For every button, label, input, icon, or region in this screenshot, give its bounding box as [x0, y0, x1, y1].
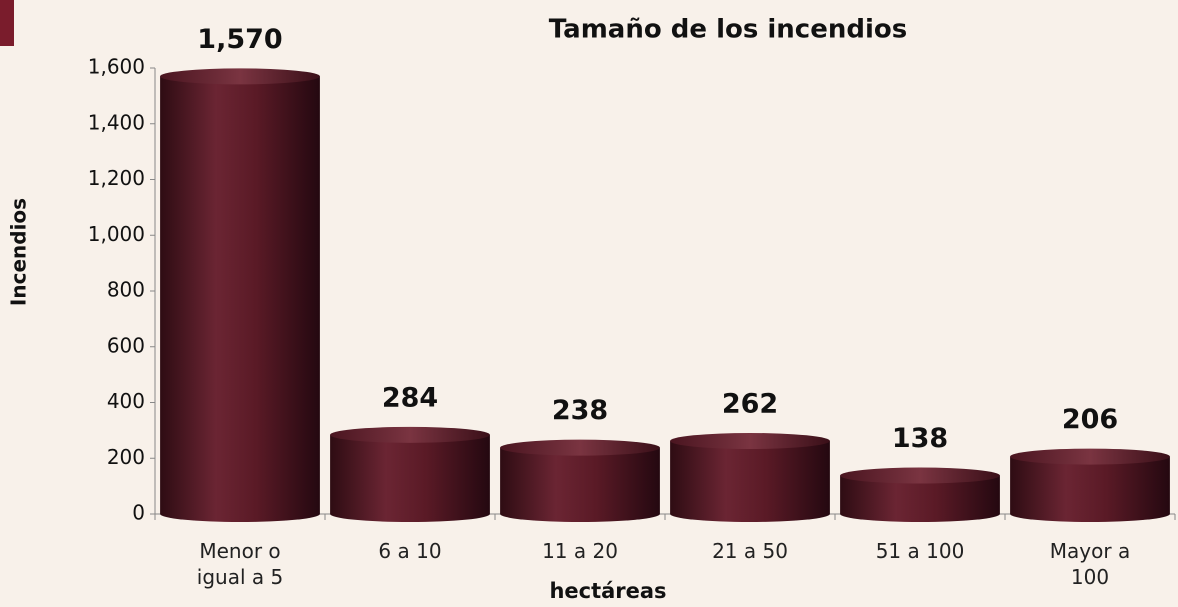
bar-body: [840, 475, 1000, 522]
y-tick-label: 400: [107, 389, 145, 413]
x-tick-label: 51 a 100: [875, 539, 965, 563]
bar-body: [330, 434, 490, 522]
bar: [500, 439, 660, 522]
data-label: 1,570: [197, 24, 282, 55]
data-label: 138: [892, 423, 948, 454]
bar: [840, 467, 1000, 522]
y-tick-label: 200: [107, 445, 145, 469]
x-tick-label: 6 a 10: [378, 539, 442, 563]
bar-body: [500, 447, 660, 522]
y-tick-label: 1,600: [88, 55, 145, 79]
bar-top: [500, 439, 660, 456]
chart-title: Tamaño de los incendios: [549, 15, 907, 45]
bar-body: [670, 440, 830, 522]
bar-body: [160, 76, 320, 522]
data-label: 262: [722, 388, 778, 419]
y-tick-label: 1,200: [88, 166, 145, 190]
bar-top: [1010, 448, 1170, 465]
y-axis-label: Incendios: [7, 198, 31, 306]
y-tick-label: 800: [107, 278, 145, 302]
data-label: 284: [382, 382, 438, 413]
bar: [1010, 448, 1170, 522]
x-axis-label: hectáreas: [549, 579, 666, 603]
bar-body: [1010, 456, 1170, 522]
y-tick-label: 600: [107, 333, 145, 357]
bar: [160, 68, 320, 522]
bar-top: [670, 432, 830, 449]
bar: [330, 426, 490, 522]
bar-top: [840, 467, 1000, 484]
x-tick-label: Menor o igual a 5: [196, 539, 284, 589]
bar-top: [160, 68, 320, 85]
data-label: 238: [552, 395, 608, 426]
y-tick-label: 1,000: [88, 222, 145, 246]
data-label: 206: [1062, 404, 1118, 435]
bar: [670, 432, 830, 522]
bar-top: [330, 426, 490, 443]
x-tick-label: 21 a 50: [712, 539, 788, 563]
corner-mark: [0, 0, 14, 46]
x-tick-label: Mayor a 100: [1049, 539, 1131, 589]
y-tick-label: 0: [132, 501, 145, 525]
x-tick-label: 11 a 20: [542, 539, 618, 563]
y-tick-label: 1,400: [88, 110, 145, 134]
